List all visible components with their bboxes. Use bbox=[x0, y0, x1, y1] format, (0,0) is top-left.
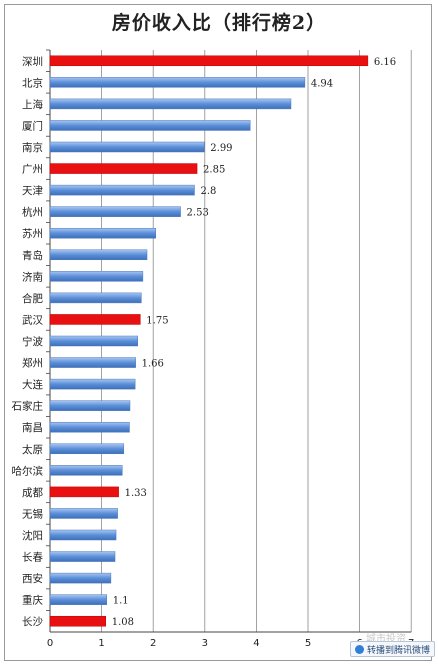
bar bbox=[49, 98, 292, 110]
category-label: 长沙 bbox=[22, 616, 43, 628]
category-label: 厦门 bbox=[22, 119, 43, 132]
x-tick-label: 1 bbox=[98, 638, 104, 649]
bar bbox=[49, 249, 148, 261]
data-label: 1.75 bbox=[146, 315, 168, 326]
category-label: 长春 bbox=[22, 552, 43, 564]
x-tick-label: 0 bbox=[47, 638, 53, 649]
category-label: 苏州 bbox=[22, 227, 43, 240]
bar bbox=[49, 378, 136, 390]
category-label: 济南 bbox=[22, 270, 43, 283]
chart-title: 房价收入比（排行榜2） bbox=[111, 12, 327, 34]
bar bbox=[49, 529, 117, 541]
category-label: 石家庄 bbox=[12, 400, 44, 413]
category-label: 太原 bbox=[22, 443, 43, 456]
bar bbox=[49, 55, 369, 67]
category-label: 北京 bbox=[22, 76, 43, 89]
bar bbox=[49, 184, 195, 196]
bar bbox=[49, 314, 141, 325]
category-label: 武汉 bbox=[22, 313, 43, 326]
bar bbox=[49, 465, 123, 476]
bar bbox=[49, 400, 131, 411]
data-label: 4.94 bbox=[311, 78, 333, 89]
bar bbox=[49, 227, 157, 239]
data-label: 1.33 bbox=[125, 488, 147, 499]
bar bbox=[49, 594, 108, 605]
x-tick-label: 3 bbox=[202, 638, 208, 649]
category-label: 无锡 bbox=[22, 507, 43, 520]
category-label: 重庆 bbox=[22, 594, 43, 607]
watermark-text: 城市投资 bbox=[366, 634, 406, 645]
bar bbox=[49, 120, 251, 131]
bar bbox=[49, 421, 130, 433]
category-label: 合肥 bbox=[22, 292, 43, 305]
weibo-icon bbox=[355, 644, 364, 654]
bar bbox=[49, 551, 116, 562]
bar bbox=[49, 572, 112, 584]
share-to-weibo-button[interactable]: 转播到腾讯微博 bbox=[350, 641, 436, 657]
data-label: 6.16 bbox=[374, 57, 396, 68]
bar bbox=[49, 77, 306, 88]
bar bbox=[49, 357, 136, 368]
bar bbox=[49, 141, 205, 153]
category-label: 西安 bbox=[22, 572, 43, 585]
category-label: 杭州 bbox=[22, 206, 43, 219]
data-label: 2.53 bbox=[187, 208, 209, 219]
data-label: 1.08 bbox=[112, 617, 134, 628]
bar bbox=[49, 163, 198, 174]
category-label: 南京 bbox=[22, 141, 43, 154]
bar bbox=[49, 486, 119, 498]
category-label: 郑州 bbox=[22, 357, 43, 370]
bar bbox=[49, 508, 118, 519]
data-label: 1.1 bbox=[113, 596, 129, 607]
bar bbox=[49, 206, 181, 217]
data-label: 1.66 bbox=[142, 359, 164, 370]
data-label: 2.99 bbox=[210, 143, 232, 154]
category-label: 南昌 bbox=[22, 421, 43, 434]
category-label: 大连 bbox=[22, 378, 43, 391]
category-label: 青岛 bbox=[22, 249, 43, 262]
category-label: 天津 bbox=[22, 185, 43, 197]
category-label: 哈尔滨 bbox=[12, 464, 44, 477]
category-label: 沈阳 bbox=[22, 529, 43, 542]
category-label: 深圳 bbox=[22, 56, 43, 68]
bar bbox=[49, 292, 142, 304]
category-label: 广州 bbox=[22, 164, 43, 176]
bar bbox=[49, 271, 144, 282]
bar bbox=[49, 443, 125, 455]
bar bbox=[49, 615, 106, 627]
x-tick-label: 5 bbox=[305, 638, 311, 649]
data-label: 2.8 bbox=[200, 186, 216, 197]
category-label: 成都 bbox=[22, 487, 43, 499]
category-label: 上海 bbox=[22, 98, 43, 111]
share-to-weibo-label: 转播到腾讯微博 bbox=[367, 645, 431, 656]
bar bbox=[49, 335, 138, 347]
x-tick-label: 2 bbox=[150, 638, 156, 649]
x-tick-label: 4 bbox=[253, 638, 259, 649]
category-label: 宁波 bbox=[22, 335, 43, 348]
data-label: 2.85 bbox=[203, 165, 225, 176]
